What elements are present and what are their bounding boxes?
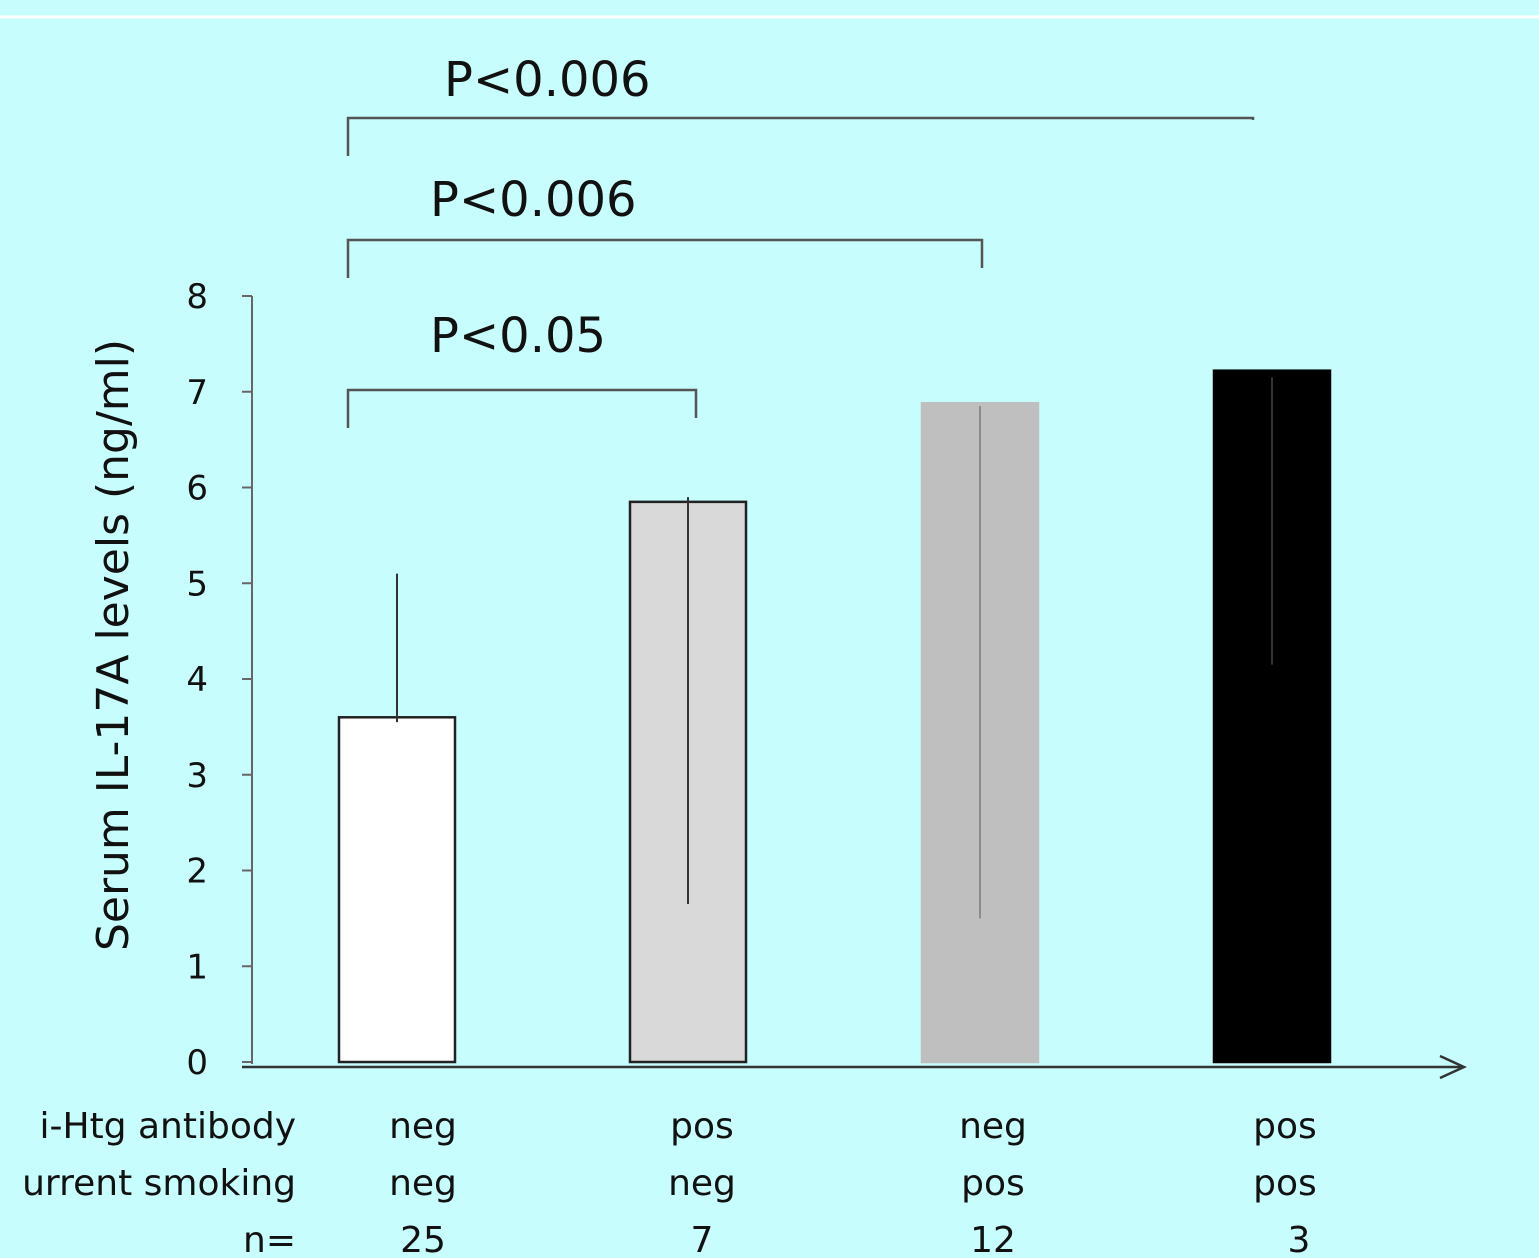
y-tick-label: 5 [186, 564, 208, 604]
y-tick-label: 1 [186, 947, 208, 987]
y-tick-label: 3 [186, 756, 208, 796]
bars [337, 369, 1332, 1064]
row-cell: pos [670, 1106, 734, 1147]
significance-bracket [346, 388, 698, 428]
row-cell: pos [1253, 1106, 1317, 1147]
y-tick-label: 6 [186, 469, 208, 509]
x-axis-arrow [1439, 1054, 1468, 1080]
significance-bracket [346, 116, 1255, 156]
row-cell: 3 [1288, 1220, 1311, 1258]
row-cell: neg [389, 1106, 457, 1147]
group-table: i-Htg antibody neg pos neg pos urrent smoking… [22, 1106, 1317, 1258]
y-axis-label: Serum IL-17A levels (ng/ml) [88, 339, 139, 951]
y-tick-label: 8 [186, 277, 208, 317]
y-tick-label: 2 [186, 852, 208, 892]
y-tick-label: 7 [186, 373, 208, 413]
row-cell: neg [959, 1106, 1027, 1147]
row-label: i-Htg antibody [40, 1106, 297, 1147]
row-cell: pos [1253, 1163, 1317, 1204]
p-value-label: P<0.006 [430, 172, 637, 228]
p-value-label: P<0.006 [444, 52, 651, 108]
row-cell: 7 [691, 1220, 714, 1258]
row-cell: neg [668, 1163, 736, 1204]
significance-brackets: P<0.05 P<0.006 P<0.006 [346, 52, 1255, 428]
y-axis: 0 1 2 3 4 5 6 7 8 [186, 277, 253, 1083]
row-cell: neg [389, 1163, 457, 1204]
y-tick-label: 0 [186, 1043, 208, 1083]
row-cell: 25 [400, 1220, 446, 1258]
row-label: urrent smoking [22, 1163, 296, 1204]
row-cell: pos [961, 1163, 1025, 1204]
y-tick-label: 4 [186, 660, 208, 700]
row-cell: 12 [970, 1220, 1016, 1258]
x-axis [242, 1054, 1468, 1080]
row-label: n= [243, 1220, 296, 1258]
bar [337, 716, 457, 1064]
p-value-label: P<0.05 [430, 308, 606, 364]
significance-bracket [346, 238, 984, 278]
